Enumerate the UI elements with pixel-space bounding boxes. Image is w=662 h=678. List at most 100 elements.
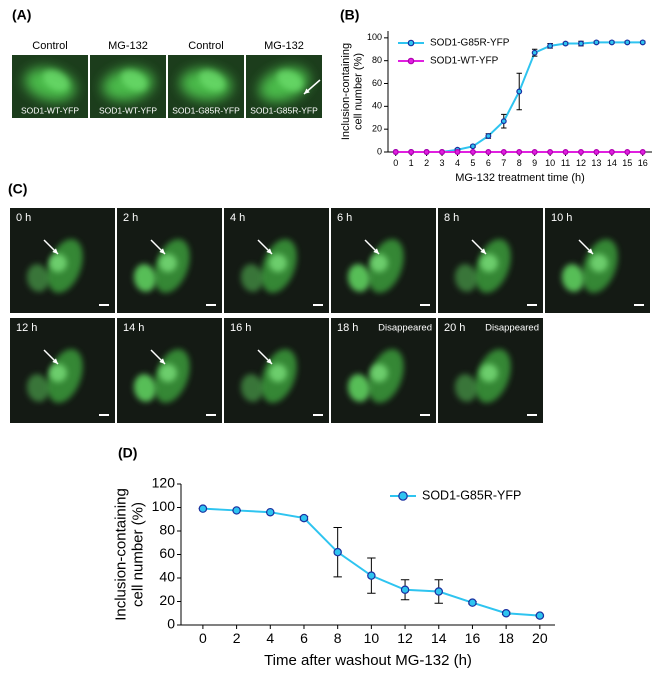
x-tick-label: 9 [532,158,537,168]
data-point [516,88,523,95]
y-tick-label: 0 [167,616,175,632]
x-tick-label: 1 [409,158,414,168]
arrow-head [587,248,593,254]
time-label: 8 h [444,212,459,224]
time-label: 18 h [337,322,358,334]
y-tick-label: 40 [159,569,175,585]
cell [590,254,608,272]
cell [49,364,67,382]
data-point [423,149,430,155]
x-tick-label: 16 [638,158,648,168]
arrow-head [304,88,310,94]
y-tick-label: 100 [152,498,176,514]
data-point [367,571,376,580]
x-tick-label: 8 [517,158,522,168]
x-tick-label: 14 [431,630,447,646]
cell [561,264,585,292]
data-point [531,49,538,56]
x-tick-label: 15 [622,158,632,168]
time-label: 12 h [16,322,37,334]
data-point [266,507,275,517]
data-point [562,149,569,155]
x-tick-label: 4 [266,630,274,646]
condition-label: Control [32,40,67,52]
data-point [578,40,584,47]
arrow-head [52,248,58,254]
x-tick-label: 2 [424,158,429,168]
y-tick-label: 60 [159,545,175,561]
cell [26,264,50,292]
data-point [639,39,646,46]
arrow-head [266,248,272,254]
legend-label: SOD1-WT-YFP [430,56,499,67]
legend-label: SOD1-G85R-YFP [422,488,521,502]
data-point [469,149,476,155]
data-point [562,40,569,47]
data-point [578,149,584,155]
x-tick-label: 6 [300,630,308,646]
y-tick-label: 0 [377,146,382,156]
cell [133,374,157,402]
x-tick-label: 6 [486,158,491,168]
cell [43,70,69,91]
data-point [500,118,507,125]
cell [347,374,371,402]
arrow-head [159,248,165,254]
image-label: SOD1-WT-YFP [21,105,79,115]
time-label: 4 h [230,212,245,224]
data-point [624,149,631,155]
cell [240,264,264,292]
data-point [593,39,600,46]
time-label: 2 h [123,212,138,224]
data-point [547,149,554,155]
data-point [485,133,492,139]
x-axis-label: Time after washout MG-132 (h) [264,652,472,669]
data-point [531,149,538,155]
data-point [593,149,600,155]
y-tick-label: 120 [152,475,176,491]
legend-marker [407,39,415,47]
x-tick-label: 0 [393,158,398,168]
legend-marker [407,57,415,65]
time-label: 0 h [16,212,31,224]
arrow-head [266,358,272,364]
image-label: SOD1-G85R-YFP [172,105,240,115]
cell [159,254,177,272]
cell [480,254,498,272]
data-point [198,504,208,513]
x-tick-label: 18 [498,630,514,646]
x-tick-label: 8 [334,630,342,646]
x-tick-label: 20 [532,630,548,646]
cell [370,364,388,382]
y-tick-label: 60 [372,78,382,88]
cell [133,264,157,292]
cell [240,374,264,402]
legend-marker [398,491,408,501]
panel-label: (C) [8,181,27,197]
data-point [547,42,554,49]
x-tick-label: 11 [561,158,570,168]
arrow-head [52,358,58,364]
cell [370,254,388,272]
x-tick-label: 14 [607,158,617,168]
data-point [624,39,631,46]
data-point [535,611,545,620]
x-tick-label: 4 [455,158,460,168]
data-point [501,609,511,618]
y-tick-label: 80 [372,55,382,65]
y-tick-label: 80 [159,522,175,538]
x-tick-label: 2 [233,630,241,646]
data-point [408,149,415,155]
data-point [485,149,492,155]
y-tick-label: 40 [372,101,382,111]
data-point [639,149,646,155]
x-tick-label: 10 [545,158,555,168]
y-axis-label: cell number (%) [130,502,147,607]
arrow-head [159,358,165,364]
x-axis-label: MG-132 treatment time (h) [455,172,585,184]
x-tick-label: 16 [465,630,481,646]
frame-note: Disappeared [378,323,432,334]
condition-label: MG-132 [108,40,148,52]
cell [454,264,478,292]
